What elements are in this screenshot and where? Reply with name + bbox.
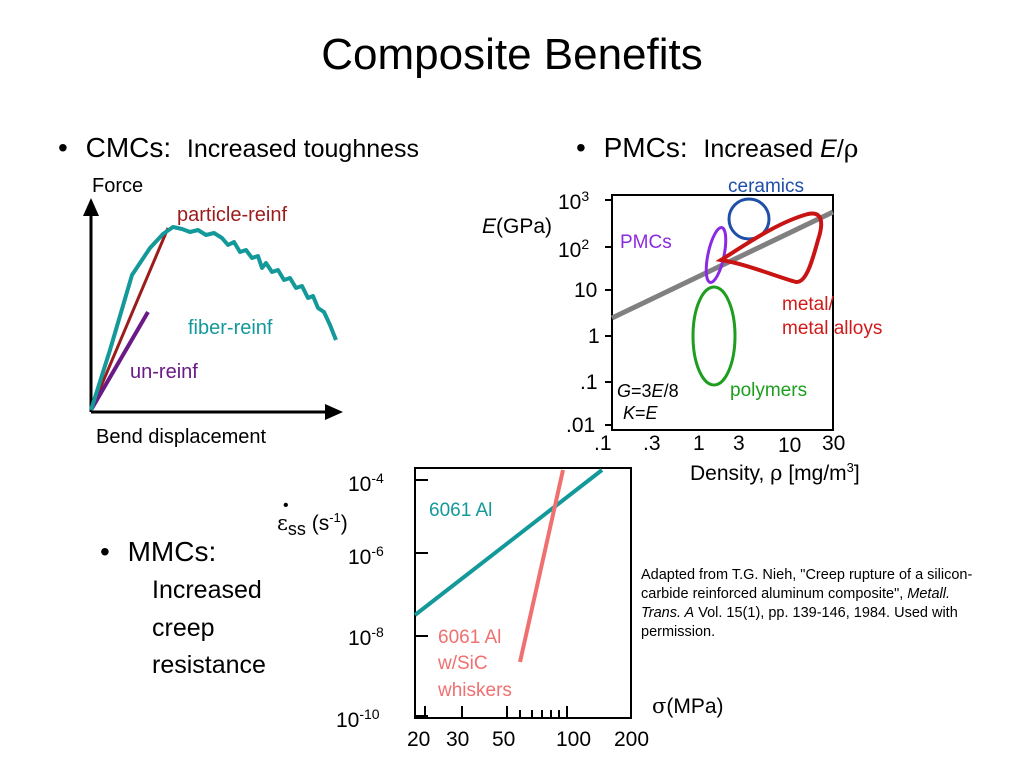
mmc-x-tick: 50 [492, 728, 516, 751]
k-relation-label: K=E [623, 403, 658, 423]
mmc-x-tick: 20 [407, 728, 431, 751]
mmc-y-ticks [415, 479, 428, 717]
mmc-head: MMCs: [127, 536, 217, 567]
unreinf-label: un-reinf [130, 361, 198, 383]
cmc-x-axis-label: Bend displacement [96, 426, 267, 448]
polymers-region [691, 285, 737, 387]
particle-reinf-label: particle-reinf [177, 204, 288, 226]
pmc-x-tick: .3 [643, 432, 661, 455]
bullet-marker: • [576, 132, 586, 163]
polymers-label: polymers [730, 380, 808, 401]
particle-reinf-curve [89, 227, 170, 411]
pmc-text-e: E [820, 135, 837, 163]
mmc-sic-label-1: 6061 Al [438, 627, 502, 648]
pmc-y-tick-0-1: .1 [580, 371, 598, 394]
cmc-text: Increased toughness [186, 135, 420, 163]
credit-prefix: Adapted from T.G. Nieh, "Creep rupture o… [641, 567, 973, 602]
mmc-y-tick-1e-8: 10-8 [348, 624, 384, 650]
mmc-y-tick-1e-4: 10-4 [348, 470, 384, 496]
pmc-bullet: • PMCs: Increased E/ρ [576, 132, 858, 164]
mmc-x-axis-label: σ(MPa) [652, 694, 724, 718]
pmc-x-axis-label: Density, ρ [mg/m3] [690, 460, 860, 485]
credit-suffix: Vol. 15(1), pp. 139-146, 1984. Used with… [641, 605, 958, 640]
mmc-x-tick: 100 [556, 728, 592, 751]
mmc-line-1: Increased [152, 576, 262, 604]
pmc-x-tick: 30 [822, 432, 846, 455]
ceramics-label: ceramics [728, 176, 805, 197]
pmc-text: Increased E/ρ [703, 134, 859, 163]
slide-title: Composite Benefits [321, 30, 703, 79]
pmc-y-axis-label: E(GPa) [482, 215, 552, 239]
bullet-marker: • [100, 536, 110, 567]
mmc-y-tick-1e-6: 10-6 [348, 543, 384, 569]
metal-region [715, 211, 824, 284]
pmc-x-tick: .1 [594, 432, 612, 455]
pmc-text-prefix: Increased [703, 135, 821, 163]
mmc-x-tick: 200 [614, 728, 650, 751]
mmc-x-tick: 30 [446, 728, 470, 751]
mmc-line-2: creep [152, 614, 215, 642]
cmc-head: CMCs: [85, 132, 172, 163]
cmc-axes [83, 198, 343, 420]
mmc-sic-label-3: whiskers [438, 680, 512, 701]
mmc-x-ticks [424, 706, 568, 718]
fiber-reinf-label: fiber-reinf [188, 317, 273, 339]
pmc-y-axis-e: E [482, 215, 497, 238]
ceramics-region [727, 197, 771, 241]
pmc-y-tick-100: 102 [558, 236, 590, 262]
pmcs-label: PMCs [620, 232, 672, 253]
mmc-6061-al-label: 6061 Al [429, 500, 493, 521]
metal-label-line1: metal/ [782, 294, 834, 315]
pmc-y-axis-unit: (GPa) [496, 215, 553, 238]
pmc-text-slash: / [836, 135, 844, 163]
g-relation-label: G=3E/8 [617, 381, 679, 401]
pmc-x-tick: 10 [778, 434, 802, 457]
mmc-y-axis-dot: • [283, 497, 289, 514]
pmc-y-tick-1: 1 [588, 325, 600, 348]
mmc-bullet: • MMCs: [100, 536, 216, 568]
mmc-y-axis-label: εss (s-1) [277, 510, 348, 540]
pmc-y-tick-0-01: .01 [566, 414, 596, 437]
pmc-y-ticks [605, 199, 612, 426]
cmc-bullet: • CMCs: Increased toughness [58, 132, 419, 164]
credit-journal: Metall. Trans. A [641, 586, 950, 621]
fiber-reinf-curve [89, 225, 338, 411]
bullet-marker: • [58, 132, 68, 163]
mmc-line-3: resistance [152, 651, 266, 679]
mmc-y-tick-1e-10: 10-10 [336, 706, 380, 732]
cmc-y-axis-label: Force [92, 175, 144, 197]
pmc-x-tick: 1 [693, 432, 705, 455]
pmc-head: PMCs: [603, 132, 688, 163]
mmc-plot-frame [414, 467, 632, 719]
mmc-6061-sic-line [518, 469, 565, 663]
unreinf-curve [89, 310, 150, 412]
metal-label-line2: metal alloys [782, 318, 883, 339]
pmc-text-rho: ρ [843, 134, 859, 163]
mmc-sic-label-2: w/SiC [438, 653, 488, 674]
source-credit: Adapted from T.G. Nieh, "Creep rupture o… [641, 566, 986, 642]
mmc-6061-al-line [413, 468, 604, 617]
pmc-x-tick: 3 [733, 432, 745, 455]
pmc-plot-frame [611, 194, 834, 431]
pmc-y-tick-10: 10 [574, 279, 598, 302]
pmc-y-tick-1000: 103 [558, 188, 590, 214]
